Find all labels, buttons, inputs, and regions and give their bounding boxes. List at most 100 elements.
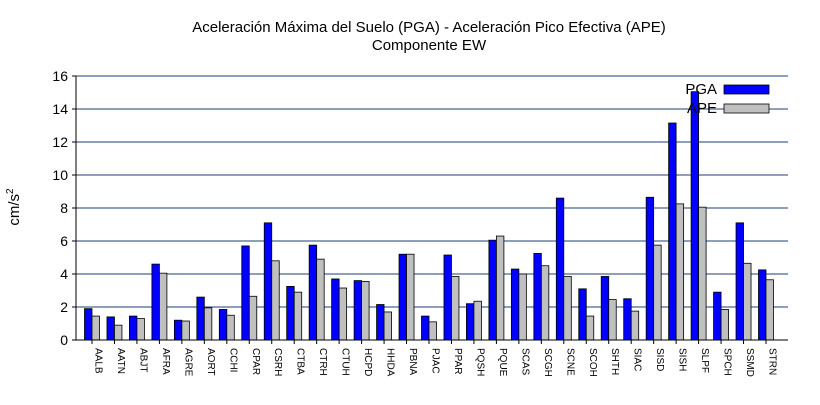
x-category-label: CTUH	[340, 348, 351, 376]
x-category-label: SISD	[654, 348, 665, 371]
bar-ape-pqsh	[473, 300, 482, 341]
x-category-label: SCOH	[587, 348, 598, 377]
bar-ape-strn	[765, 279, 774, 341]
chart-subtitle: Componente EW	[372, 37, 487, 54]
bar-ape-sisd	[653, 244, 662, 341]
y-tick-label: 8	[60, 200, 68, 216]
bar-pga-shth	[600, 276, 610, 341]
bar-pga-pque	[488, 239, 497, 341]
y-tick-label: 6	[60, 233, 68, 249]
bar-ape-cpar	[248, 295, 258, 341]
bar-ape-ppar	[451, 276, 460, 341]
y-tick-label: 4	[60, 266, 68, 282]
bar-pga-aatn	[106, 316, 115, 341]
bar-pga-abjt	[129, 315, 138, 341]
legend-swatch-pga	[723, 84, 770, 95]
bar-pga-cpar	[241, 245, 250, 341]
x-category-label: ABJT	[137, 348, 148, 372]
x-category-label: SCAS	[519, 348, 530, 376]
bar-pga-aalb	[84, 308, 93, 341]
bar-ape-scas	[518, 273, 527, 341]
x-category-label: PQUE	[497, 348, 508, 377]
bar-pga-siac	[623, 298, 632, 341]
bar-ape-agre	[181, 320, 190, 341]
bar-ape-pque	[495, 235, 505, 341]
bar-pga-scne	[555, 197, 565, 341]
x-category-label: STRN	[767, 348, 778, 375]
y-tick-label: 14	[52, 101, 68, 117]
bar-pga-sish	[668, 122, 677, 341]
x-category-label: SCGH	[542, 348, 553, 377]
x-category-label: CTRH	[317, 348, 328, 376]
y-axis-label-exponent: 2	[5, 188, 16, 194]
x-category-label: SLPF	[699, 348, 710, 373]
x-category-label: SHTH	[609, 348, 620, 375]
bar-ape-pjac	[428, 321, 437, 341]
x-category-label: HCPD	[362, 348, 373, 376]
bar-ape-scne	[563, 276, 572, 341]
y-tick-label: 12	[52, 134, 68, 150]
bar-ape-csrh	[271, 260, 280, 341]
bar-pga-spch	[713, 291, 722, 341]
x-category-label: CCHI	[227, 348, 238, 372]
x-category-label: SPCH	[722, 348, 733, 376]
bar-pga-afra	[151, 263, 160, 341]
x-category-label: SCNE	[564, 348, 575, 376]
x-category-label: PBNA	[407, 348, 418, 376]
bar-ape-sish	[675, 203, 685, 341]
bar-pga-pqsh	[466, 303, 475, 341]
bar-pga-scgh	[533, 252, 542, 341]
x-category-label: AFRA	[160, 348, 171, 375]
bar-pga-ctuh	[331, 278, 340, 341]
bar-ape-spch	[720, 309, 729, 341]
grid-lines	[76, 75, 788, 308]
bar-pga-hhda	[376, 304, 385, 341]
y-axis-label-unit: cm/s	[6, 194, 23, 226]
x-category-label: PPAR	[452, 348, 463, 375]
legend: PGA APE	[685, 81, 770, 117]
x-category-label: HHDA	[385, 348, 396, 377]
bar-ape-afra	[158, 272, 168, 341]
x-category-label: PQSH	[474, 348, 485, 376]
y-tick-label: 0	[60, 332, 68, 348]
y-axis-label: cm/s2	[5, 188, 23, 226]
legend-label-pga: PGA	[685, 81, 717, 98]
legend-label-ape: APE	[687, 100, 717, 117]
axes	[72, 75, 788, 344]
y-tick-label: 2	[60, 299, 68, 315]
bar-pga-pbna	[398, 253, 407, 341]
legend-swatch-ape	[723, 103, 770, 114]
chart-title: Aceleración Máxima del Suelo (PGA) - Ace…	[192, 19, 666, 36]
x-category-label: AORT	[205, 348, 216, 376]
y-tick-label: 10	[52, 167, 68, 183]
bar-ape-scgh	[540, 265, 550, 341]
bar-pga-cchi	[218, 309, 228, 341]
bar-pga-pjac	[421, 315, 430, 341]
bar-ape-hcpd	[361, 281, 370, 341]
bars	[84, 91, 774, 341]
bar-ape-scoh	[585, 315, 595, 341]
bar-ape-ssmd	[743, 262, 752, 341]
x-category-label: PJAC	[430, 348, 441, 374]
x-category-label: AATN	[115, 348, 126, 374]
bar-pga-scas	[510, 268, 520, 341]
bar-ape-aalb	[91, 315, 100, 341]
bar-ape-slpf	[698, 206, 707, 341]
x-category-label: CPAR	[250, 348, 261, 375]
x-category-label: SISH	[677, 348, 688, 371]
bar-pga-hcpd	[353, 280, 363, 341]
bar-ape-ctrh	[316, 258, 325, 341]
bar-ape-aort	[203, 307, 213, 341]
bar-pga-aort	[196, 296, 205, 341]
bar-pga-ssmd	[735, 222, 744, 341]
x-category-label: CSRH	[272, 348, 283, 376]
bar-pga-ctrh	[308, 244, 318, 341]
bar-ape-ctba	[293, 291, 303, 341]
bar-ape-ctuh	[338, 287, 348, 341]
x-category-labels: AALB AATN ABJT AFRA AGRE AORT CCHI CPAR CSRH CTBA…	[93, 348, 778, 377]
bar-ape-hhda	[383, 311, 392, 341]
bar-ape-siac	[630, 310, 640, 341]
bar-pga-csrh	[263, 222, 273, 341]
